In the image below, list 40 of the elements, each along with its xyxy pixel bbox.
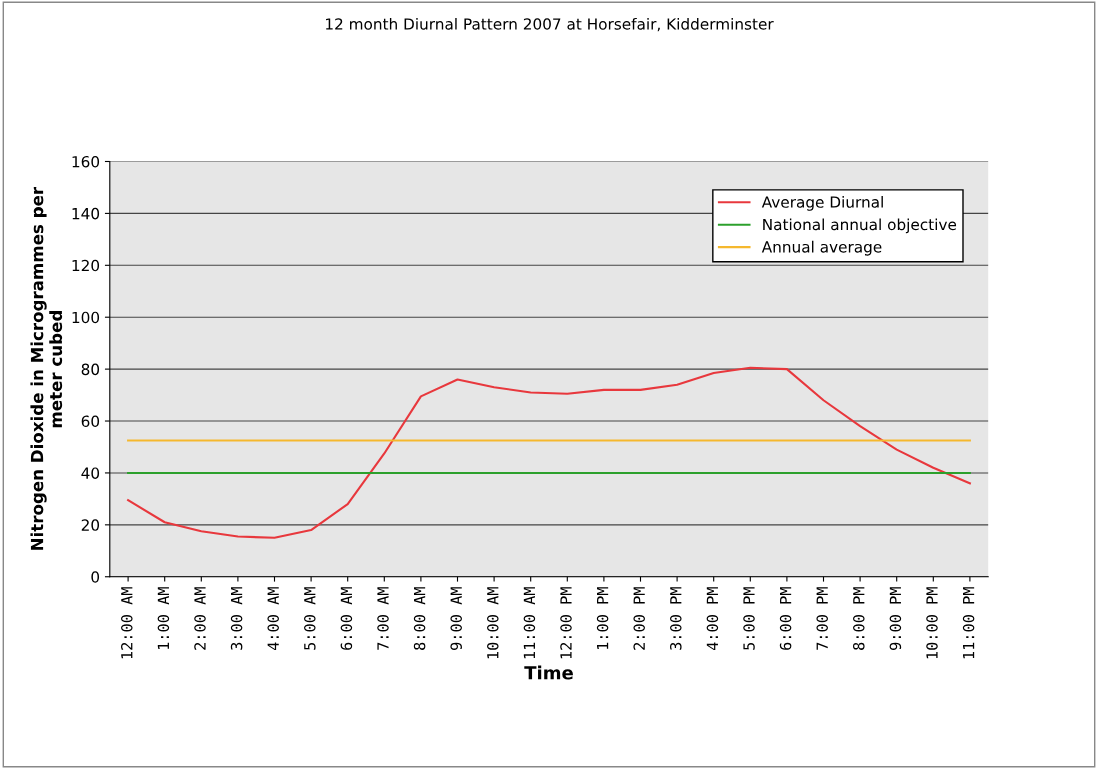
x-tick-label: 1:00 PM [596, 587, 609, 650]
y-tick-label: 40 [81, 467, 100, 479]
x-tick-label: 10:00 AM [487, 587, 499, 659]
x-tick-label: 5:00 AM [304, 587, 316, 650]
x-tick-label: 11:00 PM [962, 587, 975, 659]
legend-label: Annual average [761, 240, 882, 256]
chart-title: 12 month Diurnal Pattern 2007 at Horsefair, Kidderminster [326, 17, 774, 32]
y-tick-label: 140 [72, 207, 100, 220]
x-tick-label: 7:00 PM [816, 587, 828, 650]
x-tick-label: 2:00 PM [633, 587, 645, 650]
x-tick-label: 8:00 PM [853, 587, 865, 650]
x-tick-label: 9:00 PM [889, 587, 902, 650]
x-tick-label: 4:00 AM [267, 587, 279, 651]
x-tick-label: 6:00 PM [779, 587, 792, 650]
x-tick-label: 3:00 AM [230, 587, 243, 650]
y-tick-label: 80 [81, 363, 100, 376]
y-axis-title: Nitrogen Dioxide in Microgrammes per meter cubed [30, 186, 63, 550]
legend-label: National annual objective [763, 218, 957, 234]
x-tick-label: 1:00 AM [157, 587, 170, 650]
x-tick-label: 3:00 PM [670, 587, 682, 650]
legend-label: Average Diurnal [761, 196, 883, 211]
x-tick-label: 6:00 AM [340, 587, 353, 650]
y-tick-label: 0 [91, 571, 100, 583]
y-tick-label: 120 [72, 259, 100, 272]
x-tick-label: 9:00 AM [450, 587, 462, 650]
x-tick-label: 4:00 PM [706, 587, 719, 651]
x-tick-label: 8:00 AM [413, 587, 426, 650]
x-tick-label: 12:00 AM [121, 587, 133, 659]
x-tick-label: 2:00 AM [194, 587, 206, 650]
x-axis-title: Time [524, 665, 573, 680]
x-tick-label: 7:00 AM [377, 587, 389, 650]
y-tick-label: 20 [81, 519, 100, 531]
y-tick-label: 160 [72, 155, 100, 168]
x-tick-label: 10:00 PM [926, 587, 938, 659]
line-series [127, 366, 971, 539]
x-tick-label: 5:00 PM [743, 587, 755, 650]
x-tick-label: 11:00 AM [523, 587, 536, 659]
y-tick-label: 60 [81, 415, 100, 428]
y-tick-label: 100 [72, 311, 100, 324]
x-tick-label: 12:00 PM [560, 587, 572, 659]
